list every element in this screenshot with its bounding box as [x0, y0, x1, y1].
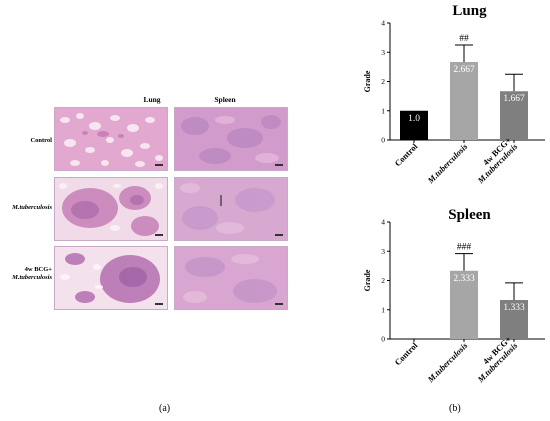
bar-1: [450, 61, 478, 140]
y-tick-label: 1: [381, 106, 385, 115]
data-label: 2.667: [453, 65, 475, 75]
row-label-control: Control: [30, 137, 52, 144]
x-tick-label-line: Control: [392, 340, 419, 367]
y-tick-label: 4: [381, 19, 385, 28]
y-tick-label: 2: [381, 276, 385, 285]
x-tick-label: 4w BCG+M.tuberculosis: [475, 334, 520, 385]
micrograph-lung-control: [54, 107, 168, 171]
y-axis-label: Grade: [363, 70, 372, 92]
panel-a-caption: (a): [159, 403, 171, 414]
micrograph-lung-mtb: [54, 177, 168, 241]
bar-2: [500, 300, 528, 339]
x-tick-label-line: M.tuberculosis: [425, 141, 470, 186]
significance-label: ###: [457, 243, 472, 253]
bar-0: [400, 110, 428, 140]
row-label-mtb: M.tuberculosis: [12, 204, 52, 211]
data-label: 2.333: [453, 274, 475, 284]
data-label: 1.333: [503, 303, 525, 313]
chart-lung: Lung Grade 0 1 2 3 4 1.0 Control 2.667 ## M.tubercu…: [363, 3, 545, 186]
micrograph-spleen-control: [174, 107, 288, 171]
y-tick-label: 3: [381, 247, 385, 256]
x-tick-label: M.tuberculosis: [425, 141, 470, 186]
x-tick-label: Control: [392, 141, 419, 168]
x-tick-label: Control: [392, 340, 419, 367]
panel-b-caption: (b): [449, 403, 461, 414]
x-tick-label-line: M.tuberculosis: [425, 340, 470, 385]
data-label: 1.0: [408, 114, 420, 124]
y-tick-label: 2: [381, 77, 385, 86]
y-tick-label: 3: [381, 48, 385, 57]
column-header-spleen: Spleen: [214, 95, 236, 104]
row-label-bcg: 4w BCG+: [24, 266, 52, 273]
y-tick-label: 0: [381, 136, 385, 145]
row-label-bcg-mtb: M.tuberculosis: [12, 274, 52, 281]
micrograph-lung-bcg-mtb: [54, 246, 168, 310]
x-tick-label: M.tuberculosis: [425, 340, 470, 385]
x-tick-label: 4w BCG+M.tuberculosis: [475, 135, 520, 186]
bar-2: [500, 91, 528, 140]
significance-label: ##: [459, 34, 469, 44]
chart-title: Lung: [452, 3, 487, 19]
chart-title: Spleen: [448, 207, 491, 223]
y-axis-label: Grade: [363, 269, 372, 291]
y-tick-label: 4: [381, 218, 385, 227]
y-tick-label: 1: [381, 305, 385, 314]
y-tick-label: 0: [381, 335, 385, 344]
column-header-lung: Lung: [143, 95, 161, 104]
chart-spleen: Spleen Grade 0 1 2 3 4 Control 2.333 ### M.tubercu…: [363, 207, 545, 385]
x-tick-label-line: Control: [392, 141, 419, 168]
bar-1: [450, 270, 478, 339]
micrograph-spleen-mtb: [174, 177, 288, 241]
micrograph-spleen-bcg-mtb: [174, 246, 288, 310]
data-label: 1.667: [503, 94, 525, 104]
